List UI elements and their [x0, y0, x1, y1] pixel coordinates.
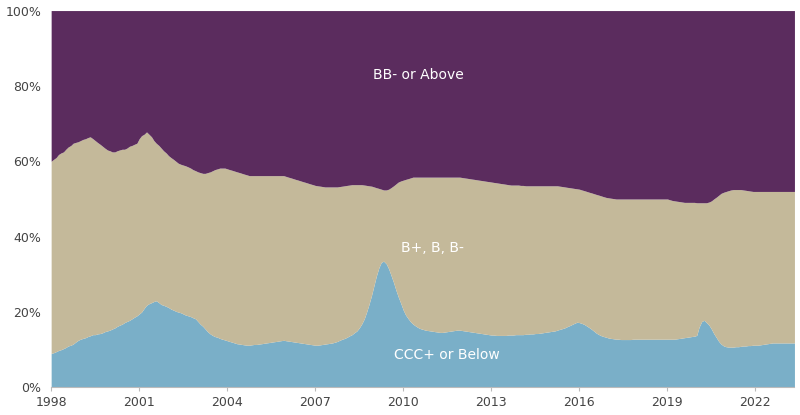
Text: BB- or Above: BB- or Above: [373, 68, 463, 82]
Text: CCC+ or Below: CCC+ or Below: [394, 348, 500, 362]
Text: B+, B, B-: B+, B, B-: [401, 241, 464, 255]
